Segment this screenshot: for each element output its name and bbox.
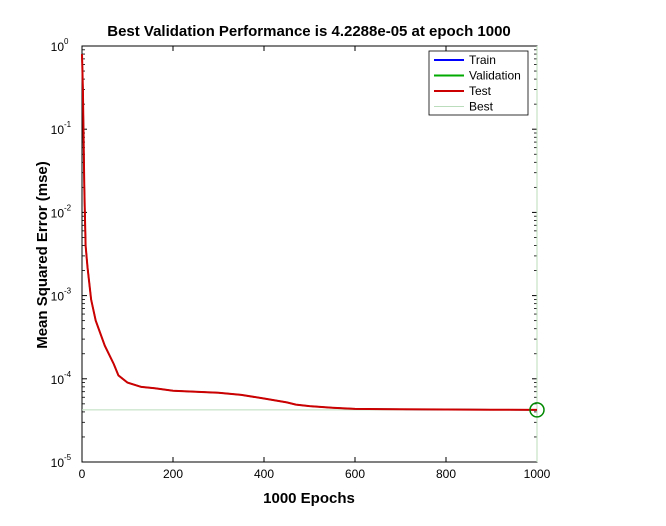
y-tick-exponent: -1: [64, 120, 72, 129]
y-tick-label: 10: [51, 456, 65, 470]
y-tick-exponent: 0: [64, 37, 69, 46]
series-line-test: [81, 54, 538, 411]
y-tick-label: 10: [51, 290, 65, 304]
x-tick-label: 0: [79, 467, 86, 481]
y-tick-label: 10: [51, 206, 65, 220]
legend-label-test: Test: [469, 84, 492, 98]
legend-label-train: Train: [469, 53, 496, 67]
y-tick-label: 10: [51, 373, 65, 387]
x-tick-label: 400: [254, 467, 274, 481]
y-tick-exponent: -4: [64, 370, 72, 379]
x-tick-label: 600: [345, 467, 365, 481]
legend-label-best: Best: [469, 100, 494, 114]
y-tick-exponent: -5: [64, 453, 72, 462]
y-tick-exponent: -2: [64, 203, 72, 212]
legend-label-validation: Validation: [469, 69, 521, 83]
y-tick-label: 10: [51, 123, 65, 137]
y-axis-label: Mean Squared Error (mse): [34, 161, 51, 349]
y-tick-label: 10: [51, 40, 65, 54]
x-tick-label: 800: [436, 467, 456, 481]
x-tick-label: 1000: [524, 467, 551, 481]
legend-box: [428, 50, 529, 116]
chart-title: Best Validation Performance is 4.2288e-0…: [107, 23, 511, 40]
x-axis-label: 1000 Epochs: [263, 490, 355, 507]
y-tick-exponent: -3: [64, 287, 72, 296]
x-tick-label: 200: [163, 467, 183, 481]
best-marker: [529, 402, 545, 418]
